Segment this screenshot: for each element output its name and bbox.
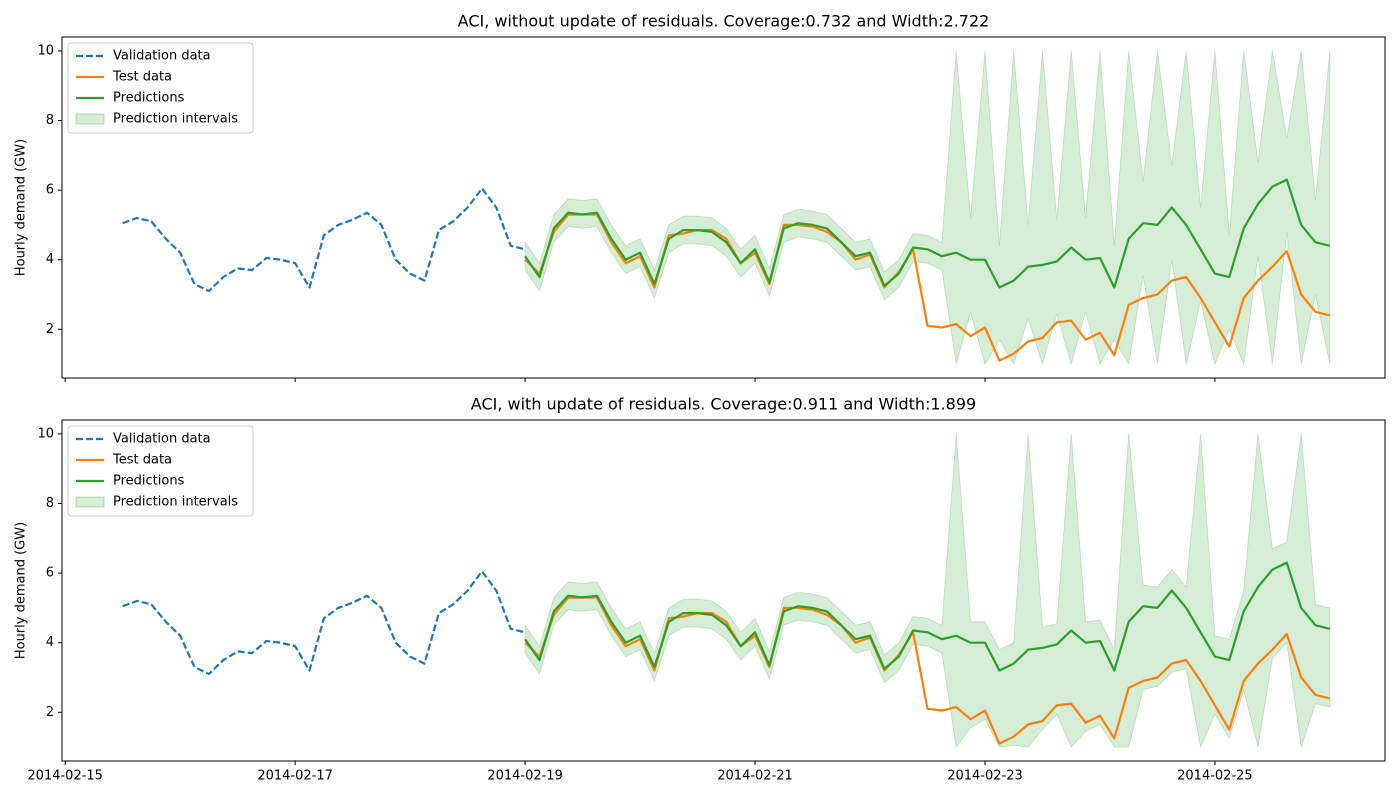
legend: Validation data Test data Predictions Predi… (67, 42, 254, 134)
subplot: ACI, with update of residuals. Coverage:… (14, 395, 1386, 784)
x-tick-label: 2014-02-19 (487, 769, 563, 784)
prediction-interval (524, 50, 1331, 366)
legend-label: Predictions (113, 474, 185, 489)
series-line (524, 178, 1331, 289)
x-tick-label: 2014-02-15 (27, 769, 103, 784)
legend-label: Predictions (113, 91, 185, 106)
legend-label: Prediction intervals (113, 112, 238, 127)
x-tick-label: 2014-02-21 (717, 769, 793, 784)
x-tick-label: 2014-02-23 (947, 769, 1023, 784)
y-tick-label: 8 (46, 113, 54, 128)
subplot: ACI, without update of residuals. Covera… (14, 12, 1386, 382)
series-line (122, 187, 526, 293)
prediction-interval (524, 433, 1331, 749)
legend-label: Prediction intervals (113, 495, 238, 510)
x-tick-label: 2014-02-17 (257, 769, 333, 784)
legend-label: Test data (112, 70, 172, 85)
y-tick-label: 10 (37, 43, 54, 58)
series-line (524, 561, 1331, 672)
y-tick-label: 6 (46, 183, 54, 198)
y-axis-label: Hourly demand (GW) (14, 139, 29, 276)
legend-box (67, 42, 254, 134)
legend-box (67, 425, 254, 517)
legend-label: Validation data (113, 49, 211, 64)
legend-label: Test data (112, 453, 172, 468)
subplot-title: ACI, without update of residuals. Covera… (458, 12, 990, 31)
y-tick-label: 4 (46, 635, 54, 650)
subplot-title: ACI, with update of residuals. Coverage:… (471, 395, 976, 414)
y-tick-label: 4 (46, 252, 54, 267)
legend-swatch (75, 496, 105, 508)
y-tick-label: 2 (46, 705, 54, 720)
plot-frame (61, 419, 1386, 762)
legend-swatch (75, 113, 105, 125)
y-tick-label: 8 (46, 496, 54, 511)
y-axis-label: Hourly demand (GW) (14, 522, 29, 659)
y-tick-label: 2 (46, 322, 54, 337)
y-tick-label: 10 (37, 426, 54, 441)
plot-frame (61, 36, 1386, 379)
legend-label: Validation data (113, 432, 211, 447)
y-tick-label: 6 (46, 566, 54, 581)
legend: Validation data Test data Predictions Predi… (67, 425, 254, 517)
series-line (122, 570, 526, 676)
x-tick-label: 2014-02-25 (1177, 769, 1253, 784)
